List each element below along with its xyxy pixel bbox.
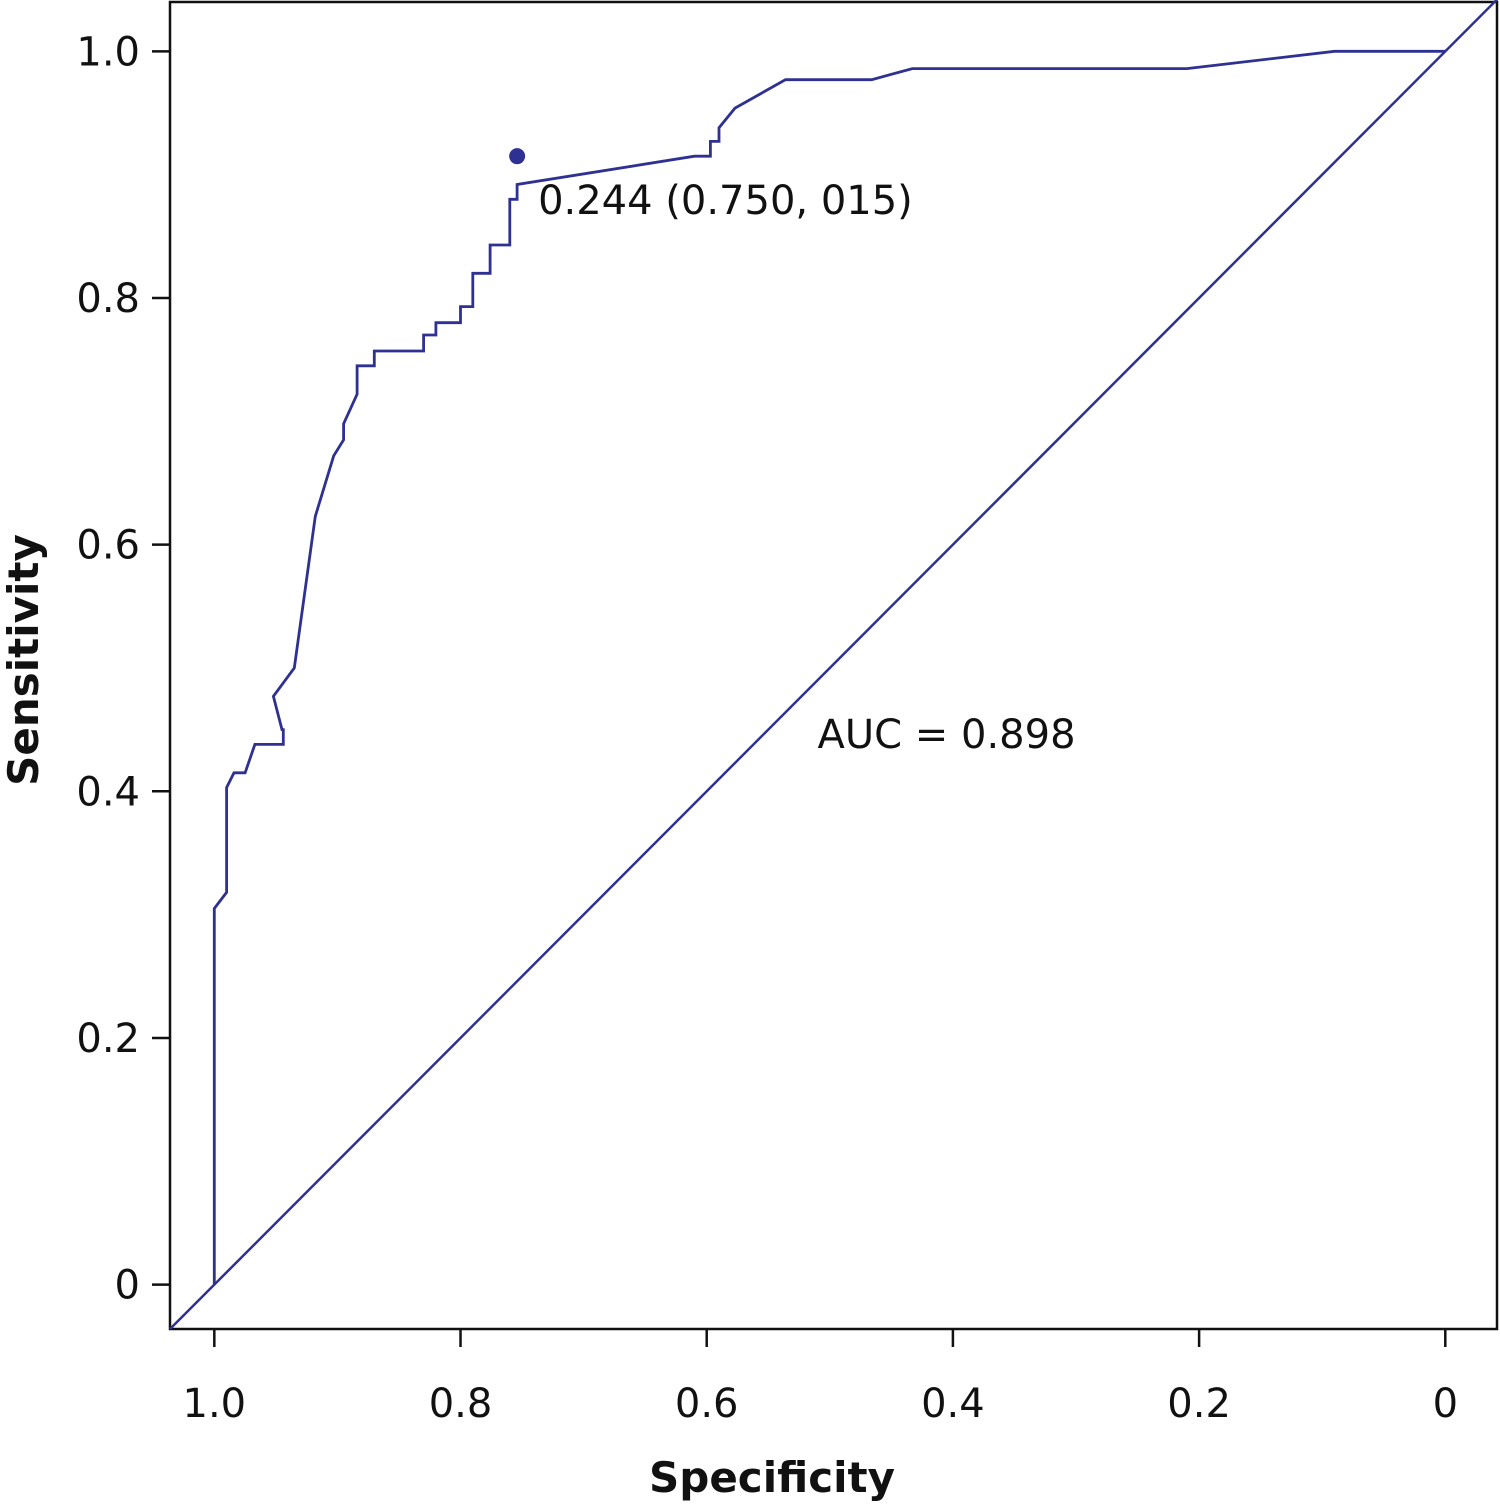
- y-tick-label: 1.0: [76, 29, 140, 75]
- annotations-group: 0.244 (0.750, 015) AUC = 0.898: [538, 178, 1075, 758]
- y-tick-label: 0: [115, 1263, 140, 1309]
- y-tick-label: 0.6: [76, 523, 140, 569]
- x-tick-label: 0.6: [675, 1381, 739, 1427]
- plot-frame: [168, 0, 1499, 1331]
- y-tick-label: 0.4: [76, 769, 140, 815]
- y-axis-title: Sensitivity: [0, 534, 48, 786]
- x-tick-label: 1.0: [183, 1381, 247, 1427]
- cutoff-annotation: 0.244 (0.750, 015): [538, 178, 913, 224]
- x-tick-label: 0.4: [921, 1381, 985, 1427]
- y-tick-label: 0.2: [76, 1016, 140, 1062]
- roc-curve-line: [212, 49, 1446, 1285]
- x-tick-label: 0.8: [429, 1381, 493, 1427]
- cutoff-point-marker: [509, 148, 526, 165]
- auc-annotation: AUC = 0.898: [817, 712, 1075, 758]
- reference-diagonal-line: [169, 0, 1498, 1330]
- x-axis-ticks: 1.0 0.8 0.6 0.4 0.2 0: [183, 1329, 1458, 1427]
- series-group: [169, 0, 1498, 1330]
- y-axis-ticks: 0 0.2 0.4 0.6 0.8 1.0: [76, 29, 170, 1309]
- x-axis-title: Specificity: [649, 1453, 895, 1502]
- y-tick-label: 0.8: [76, 276, 140, 322]
- x-tick-label: 0: [1433, 1381, 1458, 1427]
- x-tick-label: 0.2: [1167, 1381, 1231, 1427]
